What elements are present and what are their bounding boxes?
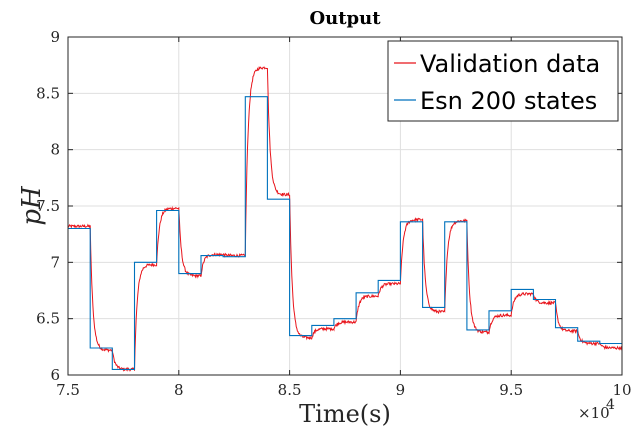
y-tick-label: 9 [50, 28, 60, 46]
legend: Validation data Esn 200 states [387, 40, 619, 122]
y-tick-label: 6 [50, 366, 60, 384]
x-tick-label: 8.5 [278, 381, 302, 399]
x-axis-label: Time(s) [299, 400, 391, 428]
y-tick-label: 7.5 [36, 197, 60, 215]
series-line-validation [67, 66, 623, 372]
chart-title: Output [309, 8, 381, 29]
x-tick-label: 8 [174, 381, 184, 399]
y-tick-label: 8.5 [36, 84, 60, 102]
legend-box [387, 40, 619, 122]
legend-label-esn: Esn 200 states [420, 87, 597, 115]
x-multiplier-exponent: 4 [606, 397, 615, 413]
y-tick-label: 7 [50, 253, 60, 271]
x-multiplier: ×10 4 [578, 397, 615, 422]
legend-label-validation: Validation data [420, 50, 600, 78]
tick-labels: 7.5 8 8.5 9 9.5 10 6 6.5 7 7.5 8 8.5 9 [36, 28, 631, 399]
series-line-esn [68, 96, 622, 370]
x-tick-label: 9 [396, 381, 406, 399]
ticks [67, 36, 623, 376]
y-tick-label: 6.5 [36, 310, 60, 328]
x-tick-label: 7.5 [56, 381, 80, 399]
x-tick-label: 10 [612, 381, 631, 399]
x-multiplier-base: ×10 [578, 404, 610, 422]
series-layer [67, 66, 623, 372]
x-tick-label: 9.5 [499, 381, 523, 399]
y-tick-label: 8 [50, 141, 60, 159]
y-axis-label: pH [17, 185, 47, 226]
